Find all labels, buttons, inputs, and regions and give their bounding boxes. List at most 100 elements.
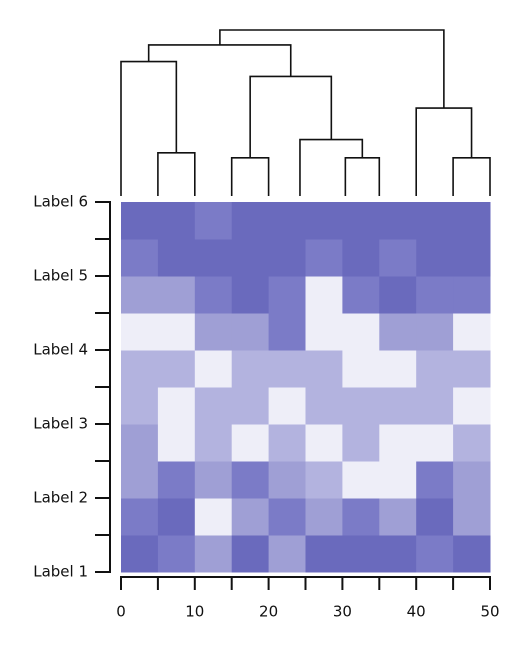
heatmap-cell — [342, 239, 380, 277]
heatmap-cell — [121, 202, 159, 240]
y-tick-label: Label 3 — [33, 415, 88, 433]
heatmap-cell — [231, 387, 270, 425]
y-tick-label: Label 2 — [33, 489, 88, 507]
heatmap-cell — [379, 424, 417, 462]
heatmap-cell — [268, 276, 306, 314]
heatmap-cell — [342, 202, 380, 240]
heatmap-cell — [416, 202, 454, 240]
heatmap-cell — [157, 276, 196, 314]
heatmap-cell — [379, 350, 417, 388]
heatmap-cell — [453, 313, 491, 351]
x-tick-label: 10 — [185, 603, 204, 621]
heatmap-cell — [453, 202, 491, 240]
heatmap-cell — [305, 313, 343, 351]
heatmap-cell — [453, 424, 491, 462]
heatmap-cell — [305, 239, 343, 277]
dendrogram-link — [344, 157, 381, 196]
heatmap-cell — [194, 313, 233, 351]
heatmap-cell — [379, 313, 417, 351]
heatmap-cell — [305, 276, 343, 314]
heatmap-cell — [231, 535, 270, 573]
heatmap-cell — [342, 387, 380, 425]
dendrogram-link — [147, 44, 292, 77]
heatmap-cell — [194, 239, 233, 277]
dendrogram-link — [120, 60, 178, 196]
heatmap-cell — [416, 461, 454, 499]
heatmap-cell — [453, 387, 491, 425]
heatmap-cell — [268, 350, 306, 388]
heatmap-cell — [157, 202, 196, 240]
x-tick-label: 30 — [333, 603, 352, 621]
x-tick-label: 40 — [407, 603, 426, 621]
y-tick-label: Label 5 — [33, 267, 88, 285]
heatmap-cell — [305, 202, 343, 240]
heatmap-cell — [157, 313, 196, 351]
heatmap-cell — [157, 387, 196, 425]
heatmap-cell — [231, 202, 270, 240]
heatmap-cell — [416, 350, 454, 388]
heatmap-cell — [157, 239, 196, 277]
heatmap-cell — [268, 239, 306, 277]
heatmap-cell — [416, 498, 454, 536]
dendrogram-link — [299, 138, 364, 196]
heatmap-cell — [342, 461, 380, 499]
heatmap-cell — [416, 535, 454, 573]
y-tick-label: Label 4 — [33, 341, 88, 359]
heatmap-cell — [231, 313, 270, 351]
heatmap-cell — [194, 387, 233, 425]
heatmap-cell — [121, 350, 159, 388]
heatmap-cell — [268, 202, 306, 240]
dendrogram-link — [219, 29, 445, 109]
heatmap-cell — [379, 461, 417, 499]
heatmap-cell — [268, 461, 306, 499]
heatmap-cell — [157, 424, 196, 462]
heatmap-cell — [121, 239, 159, 277]
dendrogram-link — [415, 107, 473, 196]
heatmap-cell — [342, 313, 380, 351]
heatmap-cell — [305, 424, 343, 462]
heatmap-cell — [231, 424, 270, 462]
heatmap-cell — [416, 387, 454, 425]
heatmap-cell — [453, 350, 491, 388]
heatmap-cell — [342, 498, 380, 536]
heatmap-cell — [157, 350, 196, 388]
heatmap-cell — [416, 276, 454, 314]
heatmap-cell — [231, 350, 270, 388]
heatmap-cell — [379, 387, 417, 425]
heatmap-cell — [157, 461, 196, 499]
heatmap-cell — [379, 202, 417, 240]
y-tick-label: Label 1 — [33, 563, 88, 581]
heatmap-cell — [305, 461, 343, 499]
x-tick-label: 50 — [480, 603, 499, 621]
heatmap-cell — [342, 535, 380, 573]
x-tick-label: 0 — [116, 603, 126, 621]
heatmap-cell — [121, 498, 159, 536]
heatmap-cell — [305, 350, 343, 388]
heatmap-cell — [305, 498, 343, 536]
dendrogram-link — [249, 75, 333, 158]
y-tick-label: Label 6 — [33, 193, 88, 211]
heatmap-cell — [194, 350, 233, 388]
heatmap-cell — [121, 535, 159, 573]
heatmap-cell — [121, 387, 159, 425]
heatmap-cell — [453, 461, 491, 499]
heatmap-cell — [121, 313, 159, 351]
heatmap-cell — [268, 387, 306, 425]
heatmap-cell — [342, 424, 380, 462]
heatmap-cell — [379, 239, 417, 277]
heatmap-cell — [231, 498, 270, 536]
heatmap-cell — [121, 424, 159, 462]
heatmap-cell — [268, 498, 306, 536]
heatmap-cell — [453, 498, 491, 536]
heatmap-cell — [305, 535, 343, 573]
heatmap-cell — [305, 387, 343, 425]
dendrogram-link — [230, 157, 270, 196]
heatmap-cell — [342, 276, 380, 314]
heatmap-cell — [453, 239, 491, 277]
heatmap-cell — [416, 424, 454, 462]
heatmap-cell — [121, 461, 159, 499]
heatmap-cell — [379, 276, 417, 314]
dendrogram-link — [157, 152, 196, 196]
heatmap-cell — [231, 276, 270, 314]
